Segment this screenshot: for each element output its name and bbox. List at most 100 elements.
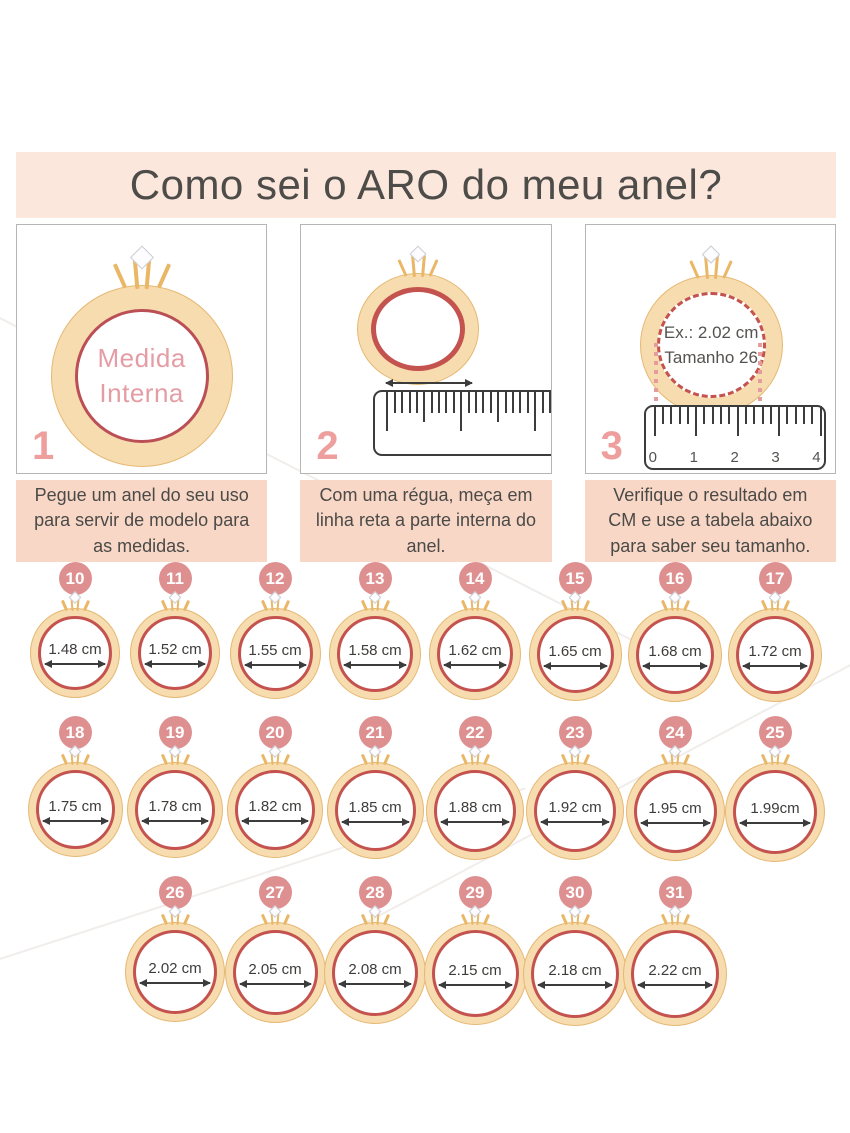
ring-illustration: 2.18 cm bbox=[523, 905, 627, 1026]
inner-measure: 1.99cm bbox=[736, 773, 814, 851]
size-row-18-25: 18 1.75 cm 19 bbox=[0, 716, 850, 862]
measure-arrow bbox=[144, 660, 206, 668]
ring-illustration: 1.95 cm bbox=[625, 745, 725, 861]
size-number-badge: 18 bbox=[58, 716, 92, 749]
size-number-badge: 17 bbox=[758, 562, 792, 595]
ring-size-item: 21 1.85 cm bbox=[325, 716, 425, 859]
size-number-badge: 29 bbox=[458, 876, 492, 909]
size-table: 10 1.48 cm 11 bbox=[0, 562, 850, 1040]
size-number-badge: 15 bbox=[558, 562, 592, 595]
measure-arrow bbox=[542, 661, 608, 670]
ring-crown-icon bbox=[660, 591, 690, 612]
step-caption-3: Verifique o resultado em CM e use a tabe… bbox=[584, 480, 836, 562]
inner-measure: 1.82 cm bbox=[238, 773, 312, 847]
inner-diameter-circle bbox=[633, 770, 717, 853]
inner-diameter-circle bbox=[334, 770, 416, 851]
ring-crown-icon bbox=[260, 905, 290, 926]
inner-diameter-circle bbox=[74, 309, 209, 443]
inner-measure: 1.65 cm bbox=[540, 619, 611, 690]
inner-diameter-circle bbox=[237, 616, 313, 691]
ring-size-item: 10 1.48 cm bbox=[25, 562, 125, 698]
size-number-badge: 10 bbox=[58, 562, 92, 595]
step-panel-2: 2 bbox=[300, 224, 552, 474]
size-number-badge: 24 bbox=[658, 716, 692, 749]
inner-measure: 2.05 cm bbox=[236, 933, 315, 1012]
ruler-with-numbers-illustration: 0 1 2 3 4 bbox=[643, 405, 826, 470]
ring-illustration: 1.99cm bbox=[725, 745, 825, 862]
inner-measure: 1.55 cm bbox=[241, 619, 310, 688]
inner-measure-label: 1.95 cm bbox=[648, 799, 702, 817]
size-number-badge: 20 bbox=[258, 716, 292, 749]
inner-measure: 1.72 cm bbox=[739, 619, 811, 691]
inner-measure: 1.48 cm bbox=[41, 619, 109, 687]
ring-illustration: 1.75 cm bbox=[27, 745, 123, 857]
size-number-badge: 11 bbox=[158, 562, 192, 595]
ring-size-item: 26 2.02 cm bbox=[125, 876, 225, 1022]
inner-diameter-circle bbox=[431, 930, 519, 1017]
inner-measure-label: 1.85 cm bbox=[348, 798, 402, 816]
ruler-number: 2 bbox=[730, 449, 739, 466]
ring-crown-icon bbox=[360, 905, 390, 926]
ring-crown-icon bbox=[760, 745, 790, 766]
inner-diameter-circle bbox=[232, 930, 318, 1015]
measure-arrow bbox=[440, 818, 510, 826]
ruler-ticks bbox=[386, 391, 551, 431]
inner-measure: 2.02 cm bbox=[136, 933, 214, 1011]
ring-size-item: 16 1.68 cm bbox=[625, 562, 725, 702]
ring-crown-icon bbox=[60, 745, 90, 766]
inner-measure: 2.15 cm bbox=[435, 933, 516, 1014]
ring-size-item: 30 2.18 cm bbox=[523, 876, 627, 1026]
ring-crown-icon bbox=[60, 591, 90, 612]
measure-arrow bbox=[141, 817, 209, 825]
ruler-number: 3 bbox=[771, 449, 780, 466]
inner-diameter-circle bbox=[534, 770, 616, 852]
inner-diameter-circle bbox=[636, 616, 714, 694]
inner-measure-label: 2.22 cm bbox=[648, 962, 702, 979]
measure-arrow bbox=[243, 660, 307, 669]
inner-diameter-circle bbox=[371, 287, 466, 371]
steps-row: Medida Interna 1 bbox=[16, 224, 836, 474]
inner-measure: 1.58 cm bbox=[340, 619, 410, 689]
ring-crown-icon bbox=[160, 591, 190, 612]
ring-size-item: 11 1.52 cm bbox=[125, 562, 225, 698]
inner-measure-label: 1.68 cm bbox=[648, 643, 702, 660]
size-number-badge: 26 bbox=[158, 876, 192, 909]
measure-arrow bbox=[540, 818, 610, 826]
ring-crown-icon bbox=[560, 905, 590, 926]
inner-measure-label: 1.75 cm bbox=[48, 797, 102, 815]
inner-diameter-circle bbox=[736, 616, 814, 694]
ring-size-item: 19 1.78 cm bbox=[125, 716, 225, 858]
measure-arrow bbox=[637, 981, 713, 989]
size-number-badge: 13 bbox=[358, 562, 392, 595]
inner-measure: 1.92 cm bbox=[537, 773, 613, 849]
ring-illustration: 1.88 cm bbox=[426, 745, 524, 860]
ring-illustration-step3: Ex.: 2.02 cm Tamanho 26 bbox=[639, 245, 783, 415]
inner-diameter-circle bbox=[733, 770, 817, 854]
ring-size-item: 17 1.72 cm bbox=[725, 562, 825, 702]
step-caption-2: Com uma régua, meça em linha reta a part… bbox=[300, 480, 552, 562]
measure-arrow bbox=[639, 818, 711, 827]
size-number-badge: 27 bbox=[258, 876, 292, 909]
ring-crown-icon bbox=[160, 745, 190, 766]
ring-illustration: 1.72 cm bbox=[728, 591, 822, 702]
measure-arrow bbox=[340, 817, 410, 826]
size-number-badge: 25 bbox=[758, 716, 792, 749]
measure-arrow bbox=[139, 979, 211, 987]
ruler-numbers: 0 1 2 3 4 bbox=[649, 449, 821, 466]
step-caption-1: Pegue um anel do seu uso para servir de … bbox=[16, 480, 268, 562]
inner-measure: 2.22 cm bbox=[634, 933, 716, 1015]
inner-diameter-circle bbox=[38, 616, 112, 690]
inner-measure-label: 2.18 cm bbox=[548, 962, 602, 979]
inner-measure-label: 1.48 cm bbox=[48, 641, 102, 658]
ring-illustration: 1.55 cm bbox=[229, 591, 321, 699]
size-row-26-31: 26 2.02 cm 27 bbox=[0, 876, 850, 1026]
ring-size-item: 22 1.88 cm bbox=[425, 716, 525, 860]
ruler-ticks bbox=[653, 406, 822, 436]
inner-diameter-circle bbox=[337, 616, 413, 692]
ring-illustration: 1.82 cm bbox=[227, 745, 323, 858]
inner-measure-label: 1.72 cm bbox=[748, 643, 802, 660]
ring-size-item: 20 1.82 cm bbox=[225, 716, 325, 858]
ring-size-item: 24 1.95 cm bbox=[625, 716, 725, 861]
inner-measure-label: 1.82 cm bbox=[248, 798, 302, 815]
inner-diameter-circle bbox=[434, 770, 516, 852]
